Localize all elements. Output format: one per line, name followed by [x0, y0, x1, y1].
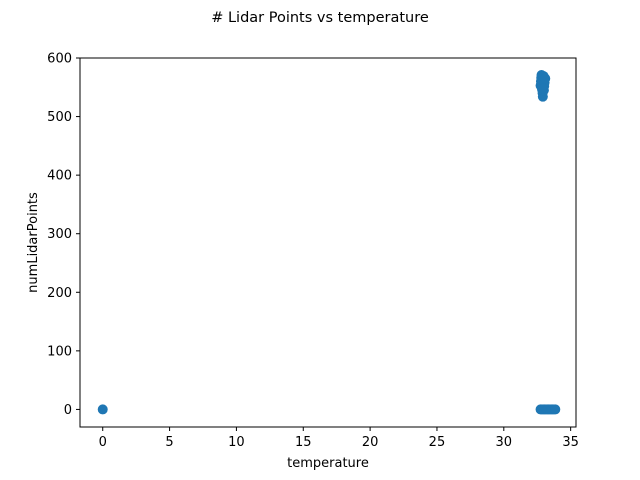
y-tick-label: 600	[47, 52, 72, 67]
x-tick-label: 5	[165, 435, 173, 450]
y-axis: 0 100 200 300 400 500 600	[47, 52, 80, 418]
x-tick-label: 0	[99, 435, 107, 450]
y-axis-label: numLidarPoints	[26, 192, 41, 293]
y-tick-label: 500	[47, 110, 72, 125]
x-tick-label: 15	[295, 435, 312, 450]
x-tick-label: 20	[362, 435, 379, 450]
x-tick-label: 35	[562, 435, 579, 450]
points-layer	[98, 70, 561, 414]
x-tick-label: 10	[228, 435, 245, 450]
scatter-point	[538, 83, 548, 93]
y-tick-label: 100	[47, 344, 72, 359]
chart-title: # Lidar Points vs temperature	[211, 10, 429, 26]
scatter-point	[550, 404, 560, 414]
y-tick-label: 0	[64, 403, 72, 418]
scatter-point	[98, 404, 108, 414]
x-tick-label: 25	[429, 435, 446, 450]
x-axis-label: temperature	[287, 456, 369, 471]
y-tick-label: 200	[47, 286, 72, 301]
x-axis: 0 5 10 15 20 25 30 35	[99, 427, 579, 450]
x-tick-label: 30	[496, 435, 513, 450]
y-tick-label: 300	[47, 227, 72, 242]
y-tick-label: 400	[47, 169, 72, 184]
plot-area	[80, 58, 576, 427]
scatter-point	[540, 74, 550, 84]
